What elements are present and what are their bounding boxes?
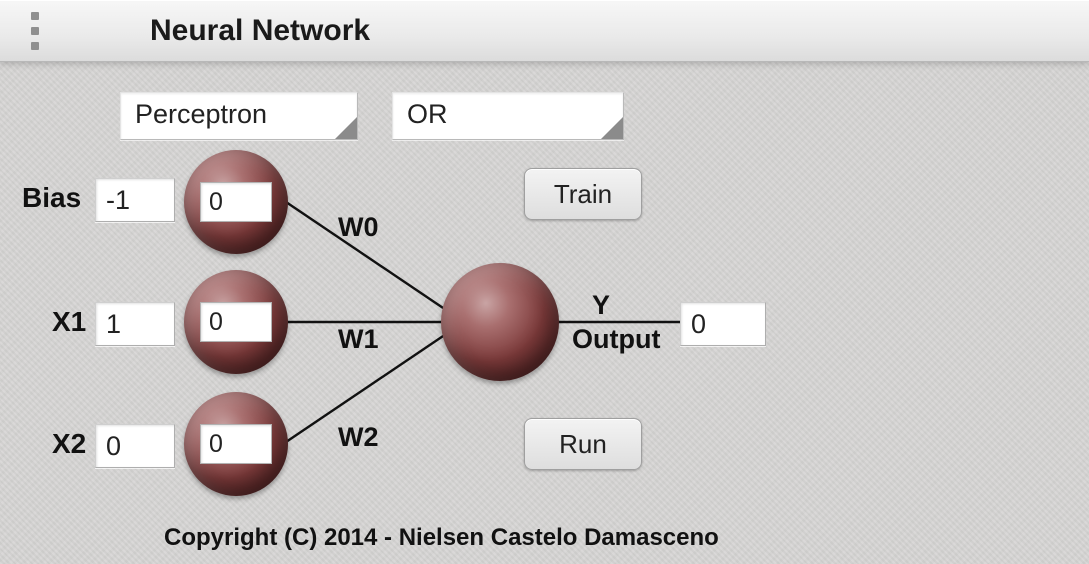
output-node	[441, 263, 559, 381]
x1-input[interactable]	[95, 302, 175, 346]
logic-select[interactable]: OR	[392, 92, 624, 140]
x2-node	[184, 392, 288, 496]
w1-label: W1	[338, 324, 379, 355]
x1-label: X1	[52, 306, 86, 338]
output-label: Output	[572, 324, 660, 355]
y-label: Y	[592, 290, 610, 321]
x2-label: X2	[52, 428, 86, 460]
app-title: Neural Network	[150, 14, 370, 48]
output-field[interactable]	[680, 302, 766, 346]
w1-field[interactable]	[200, 302, 272, 342]
x1-node	[184, 270, 288, 374]
w2-label: W2	[338, 422, 379, 453]
bias-input[interactable]	[95, 178, 175, 222]
menu-icon[interactable]	[10, 0, 60, 62]
copyright-text: Copyright (C) 2014 - Nielsen Castelo Dam…	[164, 524, 719, 552]
x2-input[interactable]	[95, 424, 175, 468]
w0-field[interactable]	[200, 182, 272, 222]
model-select[interactable]: Perceptron	[120, 92, 358, 140]
chevron-down-icon	[335, 117, 357, 139]
w2-field[interactable]	[200, 424, 272, 464]
chevron-down-icon	[601, 117, 623, 139]
train-button[interactable]: Train	[524, 168, 642, 220]
stage: Perceptron OR Bias X1 X2 W0 W1 W2 Y Outp…	[0, 62, 1089, 564]
logic-select-value: OR	[407, 99, 448, 129]
bias-node	[184, 150, 288, 254]
run-button[interactable]: Run	[524, 418, 642, 470]
model-select-value: Perceptron	[135, 99, 267, 129]
bias-label: Bias	[22, 182, 81, 214]
w0-label: W0	[338, 212, 379, 243]
titlebar: Neural Network	[0, 0, 1089, 62]
